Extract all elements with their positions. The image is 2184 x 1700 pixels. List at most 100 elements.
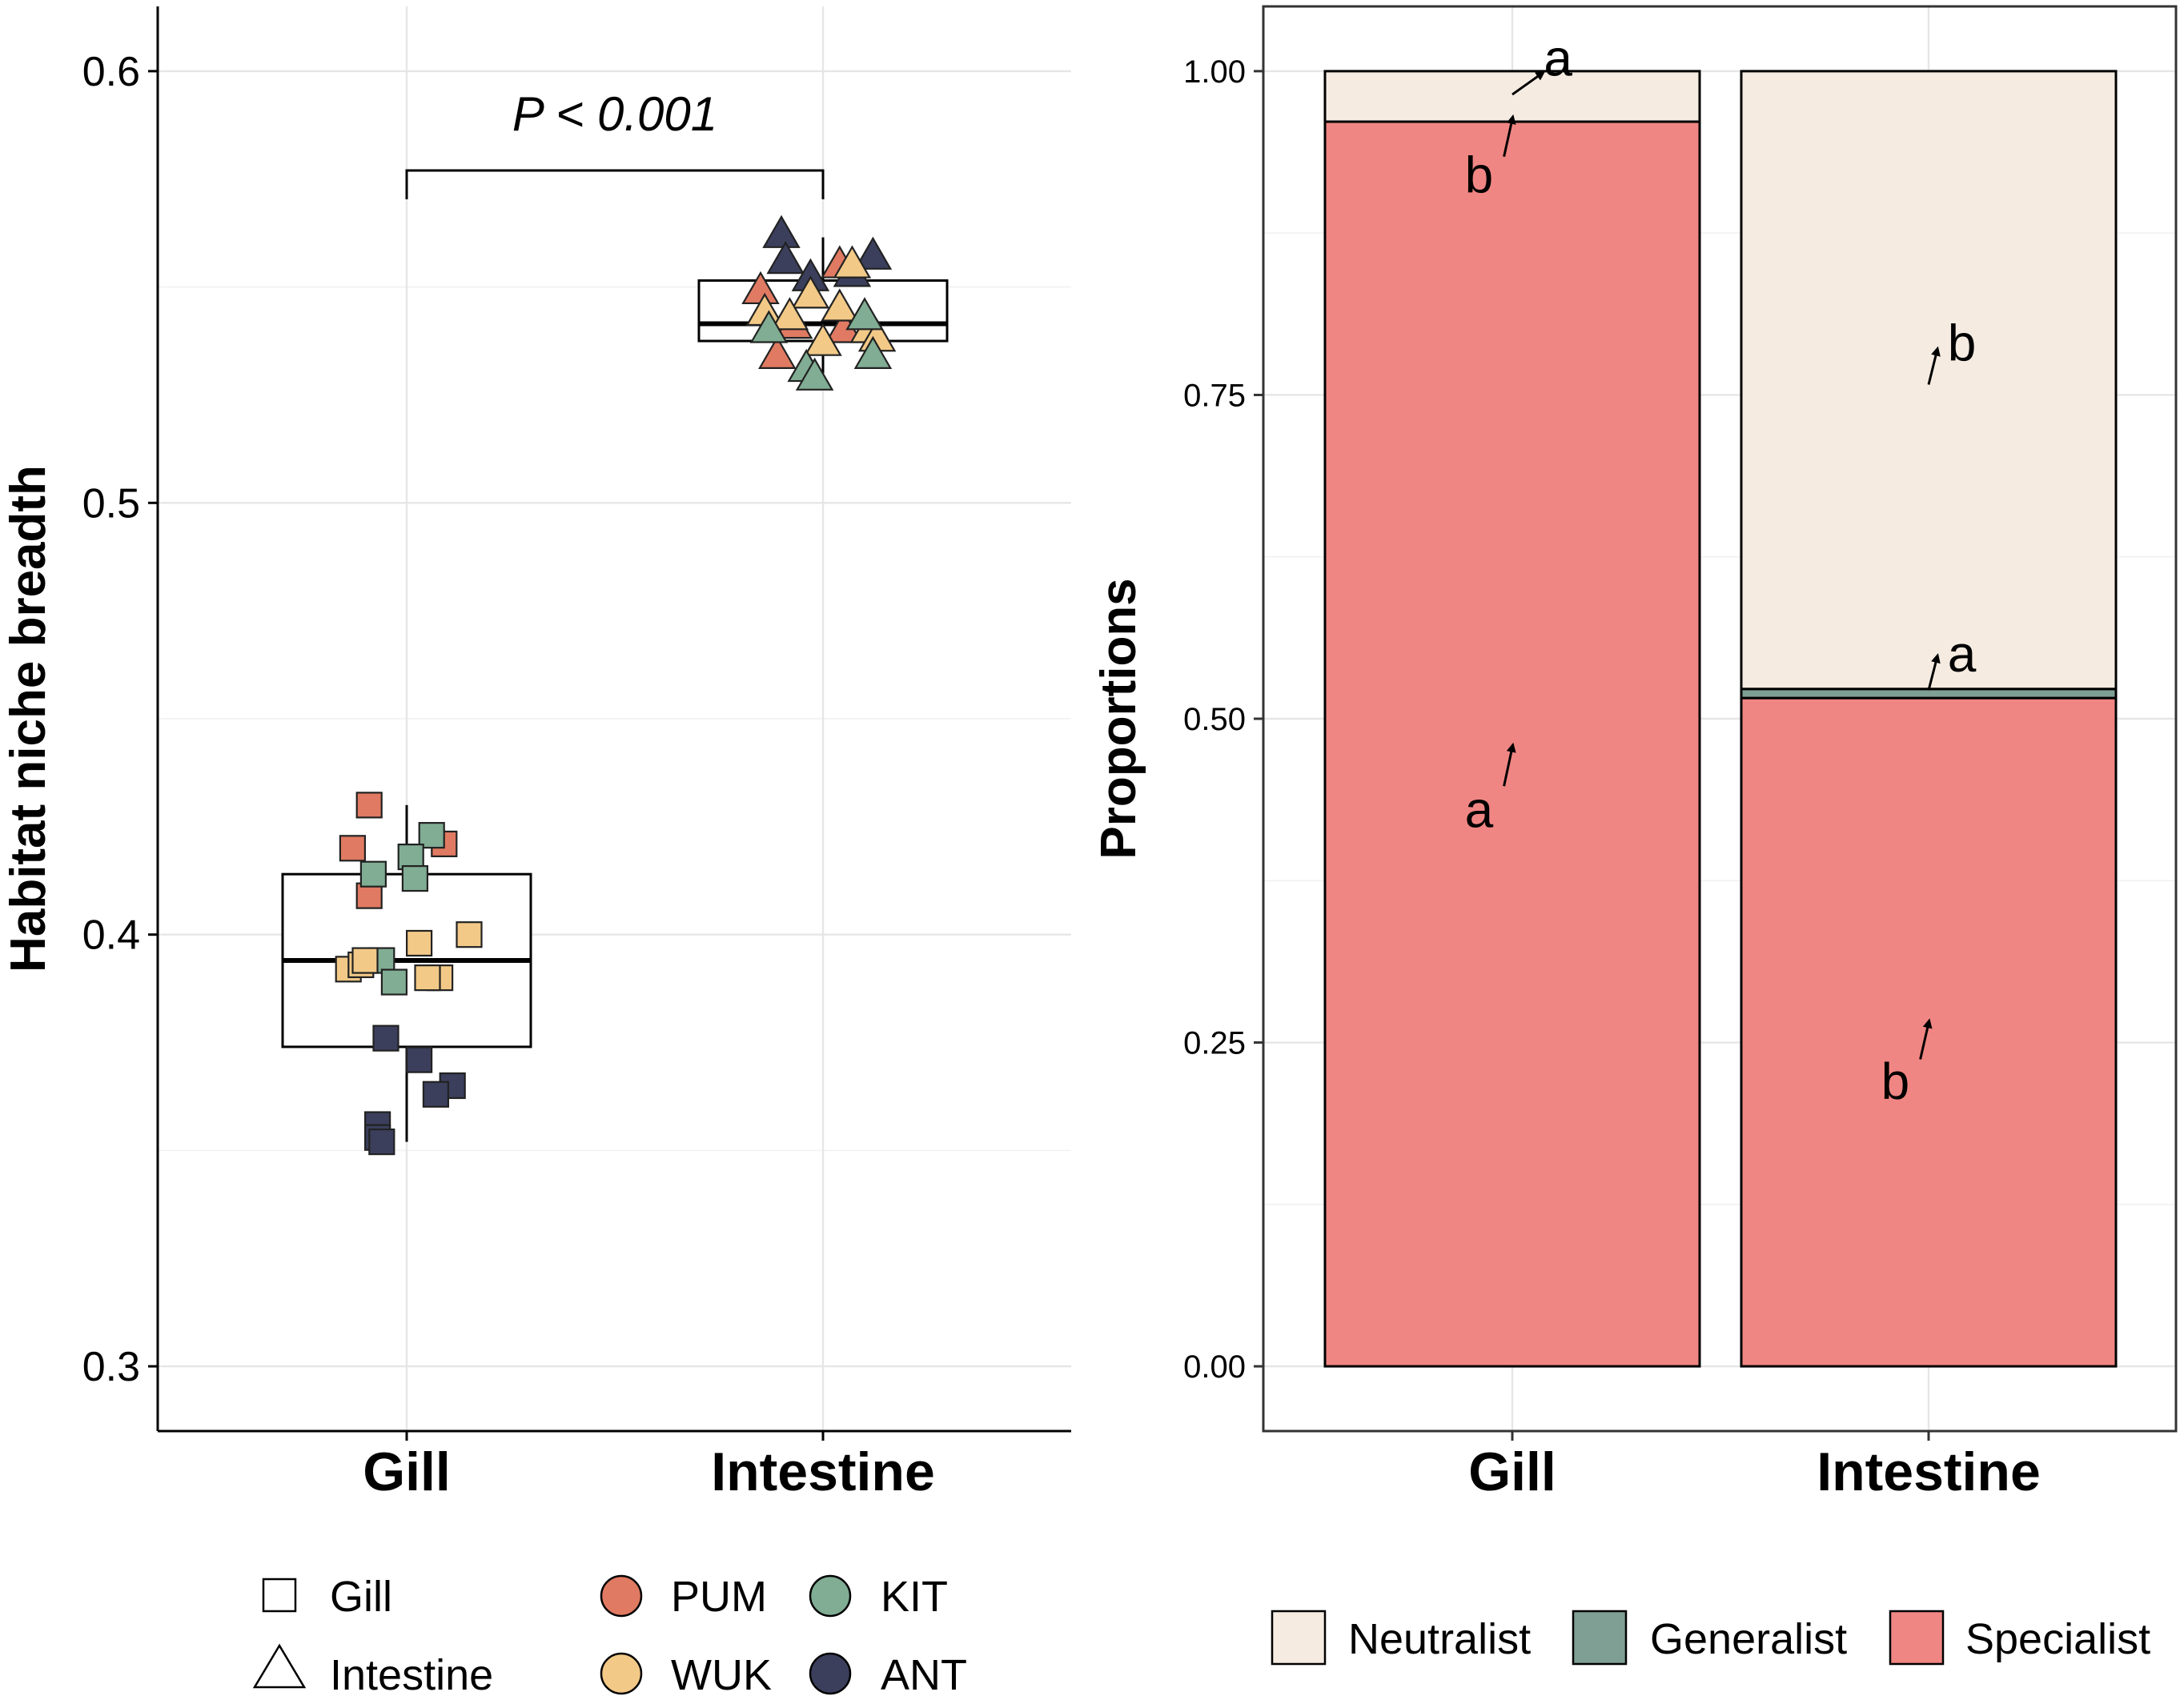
point-gill-ant — [372, 1024, 399, 1052]
boxplot-panel: 0.3 0.4 0.5 0.6 Gill Intestine Habitat niche… — [1, 6, 1071, 1699]
legend-intestine-label: Intestine — [330, 1651, 493, 1699]
stacked-bar-bars — [1323, 70, 2118, 1368]
legend-pum-swatch — [600, 1574, 643, 1618]
point-gill-wuk — [351, 947, 379, 974]
boxplot-gridlines — [158, 6, 1071, 1431]
bar-segment-gill-neutralist — [1323, 70, 1701, 123]
legend-ant-swatch — [809, 1652, 852, 1695]
boxplot-y-tick-label: 0.3 — [82, 1344, 140, 1390]
significance-arrow — [1927, 346, 1941, 385]
legend-neutralist-label: Neutralist — [1348, 1615, 1531, 1663]
box-gill — [281, 804, 532, 1142]
boxplot-y-tick-label: 0.5 — [82, 480, 140, 527]
boxplot-y-tick-label: 0.6 — [82, 49, 140, 95]
significance-arrow — [1927, 653, 1941, 691]
significance-arrow — [1503, 742, 1516, 787]
boxplot-y-axis-label: Habitat niche breadth — [1, 465, 56, 972]
point-intestine-kit — [845, 297, 884, 331]
bar-segment-intestine-generalist — [1740, 688, 2118, 700]
significance-bracket — [405, 169, 825, 199]
point-gill-wuk — [456, 921, 483, 948]
boxplot-legend: Gill Intestine PUM KIT WUK ANT — [252, 1573, 967, 1699]
point-intestine-wuk — [791, 275, 830, 309]
point-gill-wuk — [406, 929, 433, 957]
boxplot-x-tick-label-gill: Gill — [363, 1441, 451, 1502]
significance-letter-intestine: b — [1927, 315, 1977, 385]
legend-kit-label: KIT — [881, 1573, 948, 1621]
point-intestine-kit — [853, 335, 893, 369]
stacked-bar-y-ticks: 0.00 0.25 0.50 0.75 1.00 — [1183, 54, 1263, 1385]
point-gill-pum — [339, 835, 366, 862]
stacked-bar-legend: Neutralist Generalist Specialist — [1271, 1610, 2150, 1666]
point-intestine-wuk — [821, 288, 859, 322]
point-intestine-wuk — [833, 245, 872, 279]
boxplot-x-tick-label-intestine: Intestine — [711, 1441, 935, 1502]
point-intestine-ant — [853, 236, 893, 270]
bar-segment-gill-specialist — [1323, 120, 1701, 1368]
significance-letter-gill: a — [1465, 742, 1516, 838]
legend-wuk-label: WUK — [671, 1651, 772, 1699]
significance-arrow — [1503, 114, 1516, 158]
stacked-bar-y-tick-label: 0.75 — [1183, 378, 1246, 413]
legend-specialist-label: Specialist — [1965, 1615, 2150, 1663]
point-gill-ant — [368, 1129, 395, 1156]
significance-letter-text: b — [1948, 315, 1977, 372]
stacked-bar-y-tick-label: 0.00 — [1183, 1349, 1246, 1385]
stacked-bar-y-axis-label: Proportions — [1091, 578, 1146, 859]
point-intestine-ant — [762, 215, 801, 248]
stacked-bar-x-ticks: Gill Intestine — [1468, 1431, 2041, 1502]
significance-letter-text: a — [1544, 30, 1572, 87]
legend-generalist-swatch — [1572, 1610, 1628, 1666]
boxplot-axes — [156, 6, 1071, 1433]
point-gill-wuk — [414, 964, 441, 992]
significance-arrow — [1919, 1018, 1933, 1060]
significance-letter-gill: a — [1512, 30, 1572, 96]
stacked-bar-y-tick-label: 1.00 — [1183, 54, 1246, 90]
point-gill-pum — [355, 792, 383, 819]
point-gill-kit — [401, 864, 428, 892]
stacked-bar-intestine — [1740, 70, 2118, 1368]
stacked-bar-x-tick-label-gill: Gill — [1468, 1441, 1556, 1502]
legend-ant-label: ANT — [881, 1651, 967, 1699]
significance-letter-intestine: b — [1881, 1018, 1933, 1110]
point-gill-pum — [355, 882, 383, 909]
significance-letter-text: b — [1881, 1052, 1910, 1110]
point-gill-ant — [422, 1081, 450, 1108]
point-intestine-kit — [795, 357, 834, 391]
legend-gill-square-icon — [262, 1578, 297, 1613]
boxplot-x-ticks: Gill Intestine — [363, 1431, 935, 1502]
boxplot-boxes — [281, 237, 949, 1142]
stacked-bar-gill — [1323, 70, 1701, 1368]
legend-specialist-swatch — [1889, 1610, 1945, 1666]
significance-p-value: P < 0.001 — [512, 87, 717, 141]
stacked-bar-panel: a b a b a b 0.00 0.25 0.50 0.75 1.00 Gill Intestin… — [1091, 5, 2178, 1666]
stacked-bar-y-tick-label: 0.50 — [1183, 702, 1246, 737]
significance-letter-text: a — [1948, 625, 1977, 683]
point-gill-kit — [359, 860, 387, 888]
legend-kit-swatch — [809, 1574, 852, 1618]
legend-neutralist-swatch — [1271, 1610, 1327, 1666]
significance-letter-text: b — [1465, 146, 1494, 203]
point-intestine-kit — [749, 310, 789, 343]
point-intestine-pum — [758, 335, 797, 369]
point-gill-kit — [418, 822, 445, 849]
point-gill-kit — [380, 968, 407, 996]
boxplot-points — [335, 215, 897, 1156]
boxplot-y-ticks: 0.3 0.4 0.5 0.6 — [82, 49, 158, 1390]
legend-pum-label: PUM — [671, 1573, 767, 1621]
significance-letter-intestine: a — [1927, 625, 1977, 691]
legend-gill-label: Gill — [330, 1573, 392, 1621]
stacked-bar-y-tick-label: 0.25 — [1183, 1026, 1246, 1061]
legend-intestine-triangle-icon — [252, 1643, 307, 1689]
point-intestine-wuk — [804, 323, 842, 356]
significance-arrow — [1512, 70, 1546, 96]
point-intestine-ant — [766, 241, 805, 275]
boxplot-y-tick-label: 0.4 — [82, 912, 140, 959]
legend-wuk-swatch — [600, 1652, 643, 1695]
significance-letter-gill: b — [1465, 114, 1516, 203]
stacked-bar-annotations: a b a b a b — [1465, 30, 1977, 1110]
point-intestine-wuk — [770, 297, 809, 331]
point-gill-ant — [406, 1046, 433, 1073]
bar-segment-intestine-specialist — [1740, 696, 2118, 1368]
